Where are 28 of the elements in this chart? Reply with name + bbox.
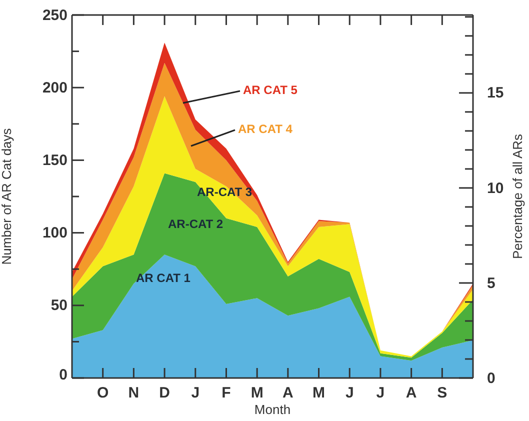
x-tick-label: M xyxy=(250,384,264,402)
x-tick-label: S xyxy=(437,384,448,402)
y2-tick-label: 5 xyxy=(487,274,496,292)
text: AR CAT 5 xyxy=(243,83,298,97)
x-tick-label: J xyxy=(376,384,385,402)
x-tick-label: J xyxy=(345,384,354,402)
y-tick-label: 200 xyxy=(42,79,68,96)
y2-tick-label: 0 xyxy=(487,370,496,387)
x-tick-label: M xyxy=(312,384,326,402)
y2-tick-label: 10 xyxy=(487,180,504,197)
x-tick-label: A xyxy=(406,384,417,402)
y-tick-label: 100 xyxy=(42,224,68,242)
series-label: AR-CAT 2 xyxy=(168,217,224,231)
x-tick-label: A xyxy=(282,384,294,402)
x-axis-title: Month xyxy=(254,402,291,417)
y-tick-label: 50 xyxy=(50,297,68,314)
x-tick-label: J xyxy=(191,384,200,402)
y-tick-label: 0 xyxy=(59,366,68,384)
y-tick-label: 250 xyxy=(42,6,68,24)
x-tick-label: D xyxy=(159,384,170,402)
x-tick-label: O xyxy=(97,384,110,402)
x-tick-label: F xyxy=(222,384,231,402)
x-tick-label: N xyxy=(128,384,140,402)
y-axis-title: Number of AR Cat days xyxy=(0,128,14,265)
text: AR CAT 4 xyxy=(238,122,293,136)
y2-tick-label: 15 xyxy=(487,84,504,102)
y2-axis-title: Percentage of all ARs xyxy=(510,134,525,260)
y-tick-label: 150 xyxy=(42,152,68,169)
